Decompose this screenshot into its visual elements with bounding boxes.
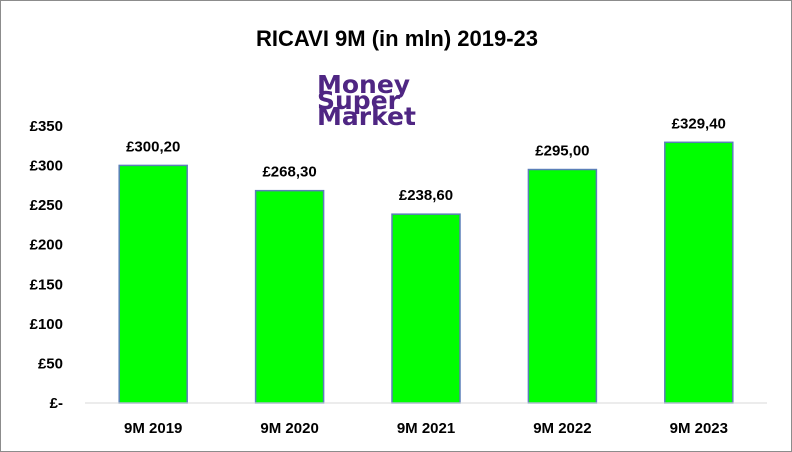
bar (664, 141, 734, 404)
y-tick-label: £250 (30, 197, 63, 214)
x-tick-label: 9M 2020 (260, 420, 318, 437)
x-tick-label: 9M 2019 (124, 420, 182, 437)
logo-line-1: Money (317, 70, 410, 99)
moneysupermarket-logo: Money Super Market (317, 70, 416, 131)
y-tick-label: £50 (38, 355, 63, 372)
bar (391, 213, 461, 404)
logo-line-3: Market (317, 102, 416, 131)
data-label: £268,30 (262, 164, 316, 181)
y-tick-label: £150 (30, 276, 63, 293)
logo-line-2: Super (317, 86, 401, 115)
x-tick-label: 9M 2021 (397, 420, 455, 437)
bar (118, 164, 188, 404)
data-label: £300,20 (126, 138, 180, 155)
data-label: £329,40 (672, 115, 726, 132)
y-tick-label: £200 (30, 237, 63, 254)
x-axis-ticks: 9M 2019 9M 2020 9M 2021 9M 2022 9M 2023 (124, 420, 728, 437)
bar (254, 189, 325, 404)
data-label: £238,60 (399, 187, 453, 204)
data-labels: £300,20 £268,30 £238,60 £295,00 £329,40 (126, 115, 726, 204)
y-tick-label: £300 (30, 158, 63, 175)
data-label: £295,00 (535, 143, 589, 160)
x-tick-label: 9M 2022 (533, 420, 591, 437)
chart-title: RICAVI 9M (in mln) 2019-23 (256, 26, 538, 51)
y-tick-label: £350 (30, 118, 63, 135)
x-tick-label: 9M 2023 (670, 420, 728, 437)
bars (118, 141, 734, 404)
y-tick-label: £100 (30, 316, 63, 333)
y-axis-ticks: £- £50 £100 £150 £200 £250 £300 £350 (30, 118, 63, 412)
bar (527, 168, 598, 404)
y-tick-label: £- (50, 395, 63, 412)
